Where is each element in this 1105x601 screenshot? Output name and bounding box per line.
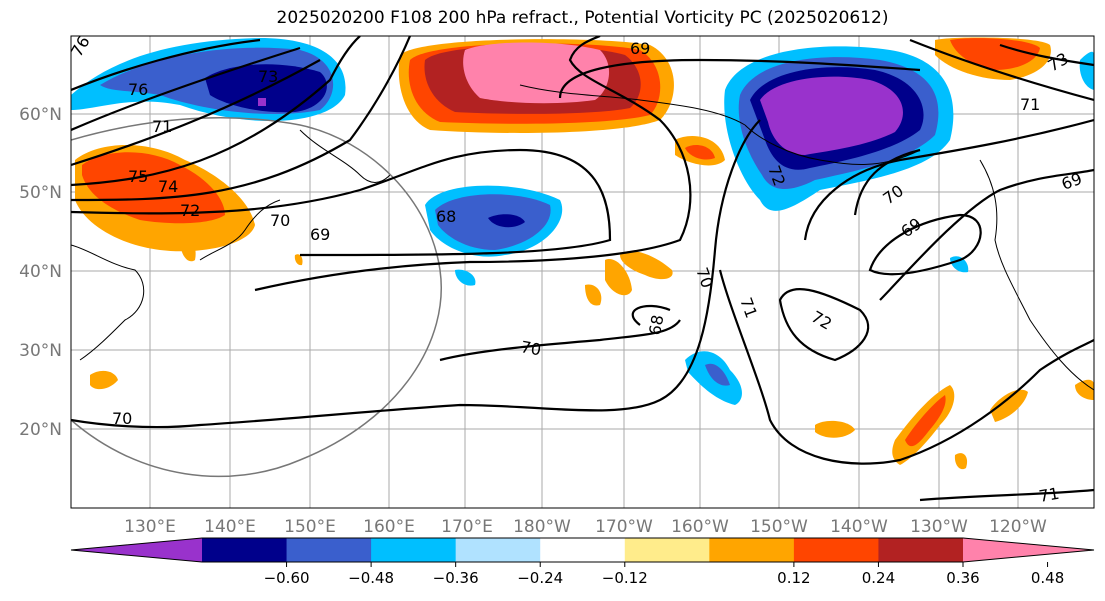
lon-label: 140°W xyxy=(830,517,888,537)
lon-label: 120°W xyxy=(989,517,1047,537)
colorbar-tick-label: −0.48 xyxy=(348,569,394,587)
pv-positive-anomalies xyxy=(75,37,1094,470)
colorbar-segment xyxy=(540,538,626,562)
pv-negative-anomalies xyxy=(71,38,1094,405)
lon-label: 170°E xyxy=(441,517,493,537)
refractivity-contours xyxy=(71,36,1094,502)
lon-label: 140°E xyxy=(204,517,256,537)
colorbar-tick-label: −0.24 xyxy=(517,569,563,587)
colorbar-segment xyxy=(371,538,457,562)
lat-label: 50°N xyxy=(19,183,62,203)
contour-label: 68 xyxy=(436,207,456,226)
colorbar-segment xyxy=(455,538,541,562)
colorbar-segment xyxy=(793,538,879,562)
contour-label: 71 xyxy=(1020,95,1040,114)
contour-label: 74 xyxy=(158,177,178,196)
colorbar: −0.60 −0.48 −0.36 −0.24 −0.12 0.12 0.24 0.36 0.4… xyxy=(70,537,1095,587)
lon-label: 130°E xyxy=(124,517,176,537)
colorbar-tick-label: −0.36 xyxy=(433,569,479,587)
contour-label: 69 xyxy=(630,39,650,58)
colorbar-outline xyxy=(70,537,1095,563)
longitude-labels: 130°E 140°E 150°E 160°E 170°E 180°W 170°… xyxy=(124,517,1047,537)
lon-label: 150°E xyxy=(284,517,336,537)
colorbar-extend-min xyxy=(71,538,202,562)
contour-labels: 76 76 73 71 75 74 72 70 69 68 69 72 71 7… xyxy=(71,36,1084,506)
colorbar-tick-label: 0.12 xyxy=(777,569,810,587)
colorbar-segment xyxy=(202,538,288,562)
latitude-labels: 60°N 50°N 40°N 30°N 20°N xyxy=(19,105,62,440)
colorbar-extend-max xyxy=(963,538,1094,562)
lon-label: 180°W xyxy=(513,517,571,537)
lon-label: 170°W xyxy=(595,517,653,537)
contour-label: 68 xyxy=(645,313,667,336)
colorbar-segment xyxy=(624,538,710,562)
colorbar-tick-label: −0.60 xyxy=(264,569,310,587)
colorbar-tick-label: 0.24 xyxy=(862,569,895,587)
lat-label: 60°N xyxy=(19,105,62,125)
contour-label: 70 xyxy=(112,409,132,428)
lon-label: 130°W xyxy=(910,517,968,537)
lon-label: 160°W xyxy=(671,517,729,537)
range-ring xyxy=(71,117,442,478)
contour-label: 70 xyxy=(519,337,542,359)
map-frame xyxy=(70,35,1095,509)
colorbar-segment xyxy=(878,538,964,562)
map-title: 2025020200 F108 200 hPa refract., Potent… xyxy=(276,8,889,28)
lon-label: 160°E xyxy=(363,517,415,537)
colorbar-segment xyxy=(286,538,372,562)
colorbar-tick-label: 0.36 xyxy=(946,569,979,587)
colorbar-tick-label: −0.12 xyxy=(602,569,648,587)
lat-label: 20°N xyxy=(19,420,62,440)
lon-label: 150°W xyxy=(750,517,808,537)
lat-label: 30°N xyxy=(19,341,62,361)
colorbar-segment xyxy=(709,538,795,562)
colorbar-tick-label: 0.48 xyxy=(1031,569,1064,587)
contour-label: 69 xyxy=(310,225,330,244)
contour-label: 73 xyxy=(258,67,278,86)
lat-label: 40°N xyxy=(19,262,62,282)
contour-label: 70 xyxy=(270,211,290,230)
map-layers: 76 76 73 71 75 74 72 70 69 68 69 72 71 7… xyxy=(71,36,1094,508)
contour-label: 71 xyxy=(1037,484,1060,506)
contour-label: 75 xyxy=(128,167,148,186)
contour-label: 71 xyxy=(152,117,172,136)
contour-label: 72 xyxy=(180,201,200,220)
contour-label: 76 xyxy=(128,80,148,99)
